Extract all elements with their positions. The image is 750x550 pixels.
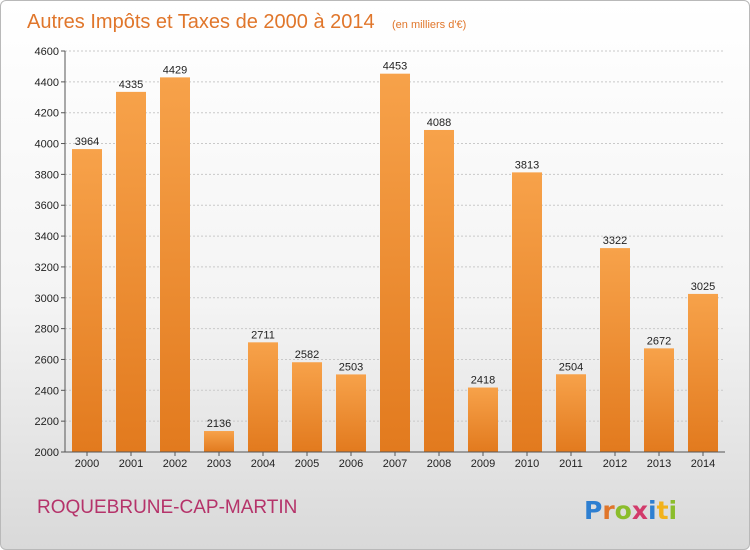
x-tick-label: 2008 bbox=[427, 458, 451, 470]
x-tick-label: 2001 bbox=[119, 458, 143, 470]
bars: 3964 4335 4429 2136 2711 2582 2503 4453 4088 2418… bbox=[72, 61, 718, 453]
bar bbox=[468, 387, 498, 452]
logo-letter: o bbox=[615, 496, 632, 525]
bar bbox=[424, 129, 454, 452]
x-tick-label: 2003 bbox=[207, 458, 231, 470]
data-label: 2582 bbox=[295, 349, 319, 361]
logo-letter: i bbox=[669, 496, 678, 525]
y-tick-label: 3200 bbox=[35, 262, 59, 274]
city-name: ROQUEBRUNE-CAP-MARTIN bbox=[37, 497, 297, 518]
data-label: 2503 bbox=[339, 361, 363, 373]
logo-letter: x bbox=[632, 496, 648, 525]
bar bbox=[688, 293, 718, 452]
bar bbox=[248, 342, 278, 452]
x-tick-label: 2009 bbox=[471, 458, 495, 470]
bar bbox=[160, 77, 190, 452]
data-label: 2136 bbox=[207, 418, 231, 430]
y-tick-label: 2400 bbox=[35, 385, 59, 397]
data-label: 4429 bbox=[163, 64, 187, 76]
x-tick-label: 2010 bbox=[515, 458, 539, 470]
data-label: 3964 bbox=[75, 136, 99, 148]
bar bbox=[336, 374, 366, 452]
logo-letter: t bbox=[657, 496, 669, 525]
x-tick-label: 2002 bbox=[163, 458, 187, 470]
x-tick-label: 2011 bbox=[559, 458, 583, 470]
data-label: 2504 bbox=[559, 361, 583, 373]
data-label: 2711 bbox=[251, 329, 275, 341]
bar bbox=[72, 149, 102, 453]
y-tick-label: 3000 bbox=[35, 293, 59, 305]
y-tick-label: 4200 bbox=[35, 108, 59, 120]
data-label: 3322 bbox=[603, 235, 627, 247]
axes: 2000 2200 2400 2600 2800 3000 3200 3400 3600 3800… bbox=[35, 46, 725, 470]
y-tick-label: 2000 bbox=[35, 447, 59, 459]
x-tick-label: 2005 bbox=[295, 458, 319, 470]
logo-letter: P bbox=[584, 496, 602, 525]
x-tick-label: 2013 bbox=[647, 458, 671, 470]
y-tick-label: 3600 bbox=[35, 200, 59, 212]
data-label: 2418 bbox=[471, 375, 495, 387]
bar bbox=[644, 348, 674, 452]
y-tick-label: 4600 bbox=[35, 46, 59, 58]
logo-letter: r bbox=[602, 496, 615, 525]
y-tick-label: 3800 bbox=[35, 169, 59, 181]
bar bbox=[512, 172, 542, 452]
chart-title: Autres Impôts et Taxes de 2000 à 2014 bbox=[27, 11, 375, 33]
bar bbox=[556, 374, 586, 452]
x-tick-label: 2006 bbox=[339, 458, 363, 470]
x-tick-label: 2000 bbox=[75, 458, 99, 470]
y-tick-label: 3400 bbox=[35, 231, 59, 243]
bar bbox=[116, 91, 146, 452]
bar bbox=[204, 431, 234, 452]
data-label: 4335 bbox=[119, 79, 143, 91]
data-label: 3025 bbox=[691, 281, 715, 293]
x-tick-label: 2004 bbox=[251, 458, 275, 470]
bar bbox=[292, 362, 322, 452]
unit-note: (en milliers d'€) bbox=[392, 19, 466, 31]
data-label: 2672 bbox=[647, 335, 671, 347]
y-tick-label: 4000 bbox=[35, 139, 59, 151]
data-label: 3813 bbox=[515, 159, 539, 171]
y-tick-label: 4400 bbox=[35, 77, 59, 89]
x-tick-label: 2007 bbox=[383, 458, 407, 470]
y-tick-label: 2800 bbox=[35, 324, 59, 336]
y-tick-label: 2600 bbox=[35, 354, 59, 366]
data-label: 4088 bbox=[427, 117, 451, 129]
proxiti-logo: Proxiti bbox=[584, 496, 677, 525]
logo-letter: i bbox=[648, 496, 657, 525]
data-label: 4453 bbox=[383, 61, 407, 73]
bar bbox=[380, 73, 410, 452]
bar bbox=[600, 248, 630, 452]
x-tick-label: 2014 bbox=[691, 458, 715, 470]
y-tick-label: 2200 bbox=[35, 416, 59, 428]
x-tick-label: 2012 bbox=[603, 458, 627, 470]
